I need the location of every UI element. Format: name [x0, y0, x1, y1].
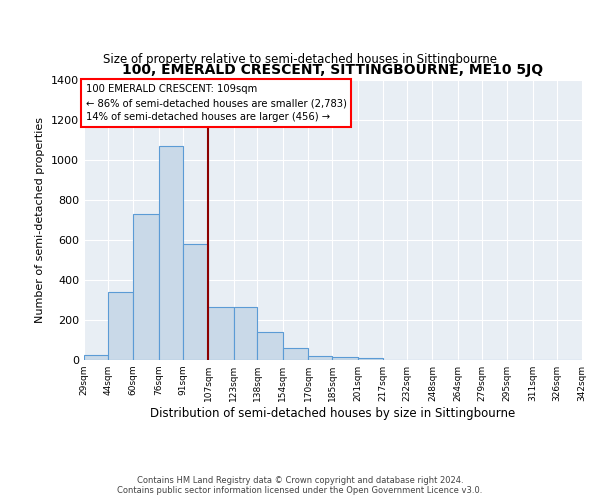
Bar: [133, 214, 159, 360]
Bar: [182, 244, 208, 360]
X-axis label: Distribution of semi-detached houses by size in Sittingbourne: Distribution of semi-detached houses by …: [151, 407, 515, 420]
Bar: [308, 356, 332, 360]
Bar: [108, 292, 133, 360]
Bar: [84, 355, 108, 360]
Text: 100 EMERALD CRESCENT: 109sqm
← 86% of semi-detached houses are smaller (2,783)
1: 100 EMERALD CRESCENT: 109sqm ← 86% of se…: [86, 84, 346, 122]
Bar: [257, 332, 283, 360]
Bar: [283, 348, 308, 360]
Bar: [159, 146, 182, 360]
Text: Contains HM Land Registry data © Crown copyright and database right 2024.
Contai: Contains HM Land Registry data © Crown c…: [118, 476, 482, 495]
Bar: [208, 307, 233, 360]
Y-axis label: Number of semi-detached properties: Number of semi-detached properties: [35, 117, 46, 323]
Text: Size of property relative to semi-detached houses in Sittingbourne: Size of property relative to semi-detach…: [103, 54, 497, 66]
Bar: [358, 358, 383, 360]
Bar: [233, 307, 257, 360]
Title: 100, EMERALD CRESCENT, SITTINGBOURNE, ME10 5JQ: 100, EMERALD CRESCENT, SITTINGBOURNE, ME…: [122, 64, 544, 78]
Bar: [332, 357, 358, 360]
